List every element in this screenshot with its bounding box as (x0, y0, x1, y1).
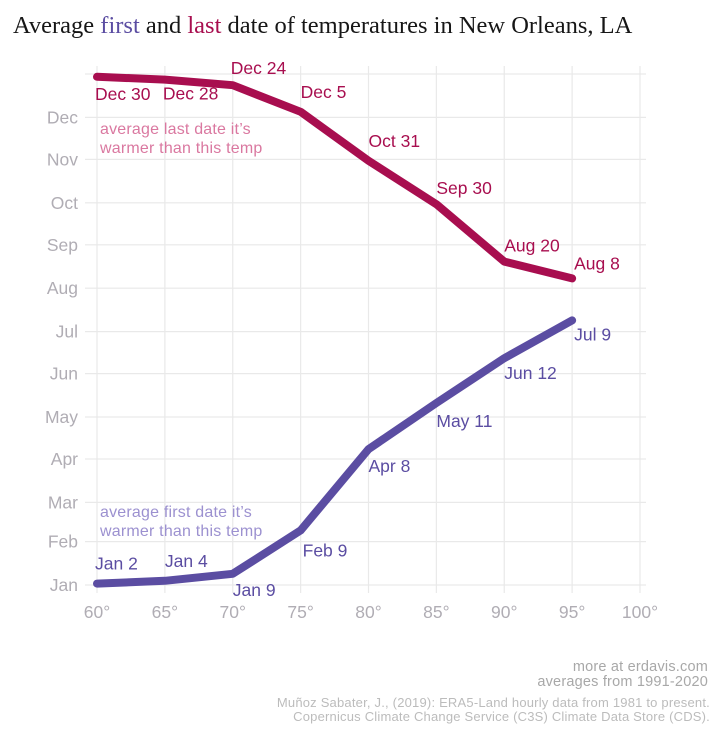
data-point-label: Jan 4 (165, 551, 208, 571)
last-date-annotation-line2: warmer than this temp (100, 140, 263, 157)
data-point-label: Dec 28 (163, 84, 218, 104)
x-tick-label: 85° (423, 602, 449, 622)
last_date-line (93, 72, 577, 283)
y-tick-label: Jan (50, 575, 78, 595)
x-tick-label: 100° (622, 602, 658, 622)
y-tick-label: Jul (56, 322, 78, 342)
data-point-label: Feb 9 (303, 540, 348, 560)
data-point-label: Dec 5 (301, 82, 347, 102)
data-point-label: Jan 9 (233, 580, 276, 600)
x-tick-label: 90° (491, 602, 517, 622)
credit-website: more at erdavis.com (572, 659, 708, 675)
data-point-label: Aug 8 (574, 253, 620, 273)
credit-period: averages from 1991-2020 (537, 674, 708, 690)
y-tick-label: Mar (48, 492, 78, 512)
first-date-annotation: average first date it’s warmer than this… (100, 503, 262, 541)
y-tick-label: Oct (51, 193, 78, 213)
first-date-annotation-line2: warmer than this temp (100, 523, 263, 540)
y-tick-label: Jun (50, 364, 78, 384)
y-tick-label: Dec (47, 107, 78, 127)
x-tick-label: 65° (152, 602, 178, 622)
data-point-label: Jul 9 (574, 324, 611, 344)
title-last-word: last (187, 12, 222, 39)
x-tick-label: 60° (84, 602, 110, 622)
x-tick-label: 70° (220, 602, 246, 622)
title-text-part3: date of temperatures in New Orleans, LA (221, 12, 633, 39)
y-tick-label: Sep (47, 235, 78, 255)
source-block: Muñoz Sabater, J., (2019): ERA5-Land hou… (277, 696, 710, 723)
data-point-label: May 11 (436, 411, 492, 431)
y-tick-label: May (45, 407, 78, 427)
last-date-annotation: average last date it’s warmer than this … (100, 120, 262, 158)
title-first-word: first (100, 12, 140, 39)
chart-title: Average first and last date of temperatu… (13, 12, 715, 40)
y-tick-label: Apr (51, 449, 78, 469)
data-point-label: Sep 30 (436, 178, 492, 198)
data-point-label: Dec 24 (231, 58, 287, 78)
first_date-line (93, 316, 577, 588)
y-tick-label: Aug (47, 278, 78, 298)
x-tick-label: 95° (559, 602, 585, 622)
source-citation-line1: Muñoz Sabater, J., (2019): ERA5-Land hou… (276, 695, 710, 710)
x-tick-label: 75° (287, 602, 313, 622)
data-point-label: Jan 2 (95, 554, 138, 574)
data-point-label: Dec 30 (95, 84, 151, 104)
data-point-label: Jun 12 (504, 363, 557, 383)
x-tick-label: 80° (355, 602, 381, 622)
y-tick-label: Feb (48, 532, 78, 552)
data-point-label: Apr 8 (369, 456, 411, 476)
source-citation-line2: Copernicus Climate Change Service (C3S) … (293, 708, 710, 724)
credit-block: more at erdavis.com averages from 1991-2… (537, 660, 708, 690)
data-point-label: Aug 20 (504, 236, 560, 256)
y-tick-label: Nov (47, 149, 78, 169)
first-date-annotation-line1: average first date it’s (100, 504, 252, 521)
data-point-label: Oct 31 (369, 131, 421, 151)
last-date-annotation-line1: average last date it’s (100, 121, 251, 138)
title-text-part2: and (139, 12, 188, 39)
title-text-part1: Average (13, 12, 101, 39)
